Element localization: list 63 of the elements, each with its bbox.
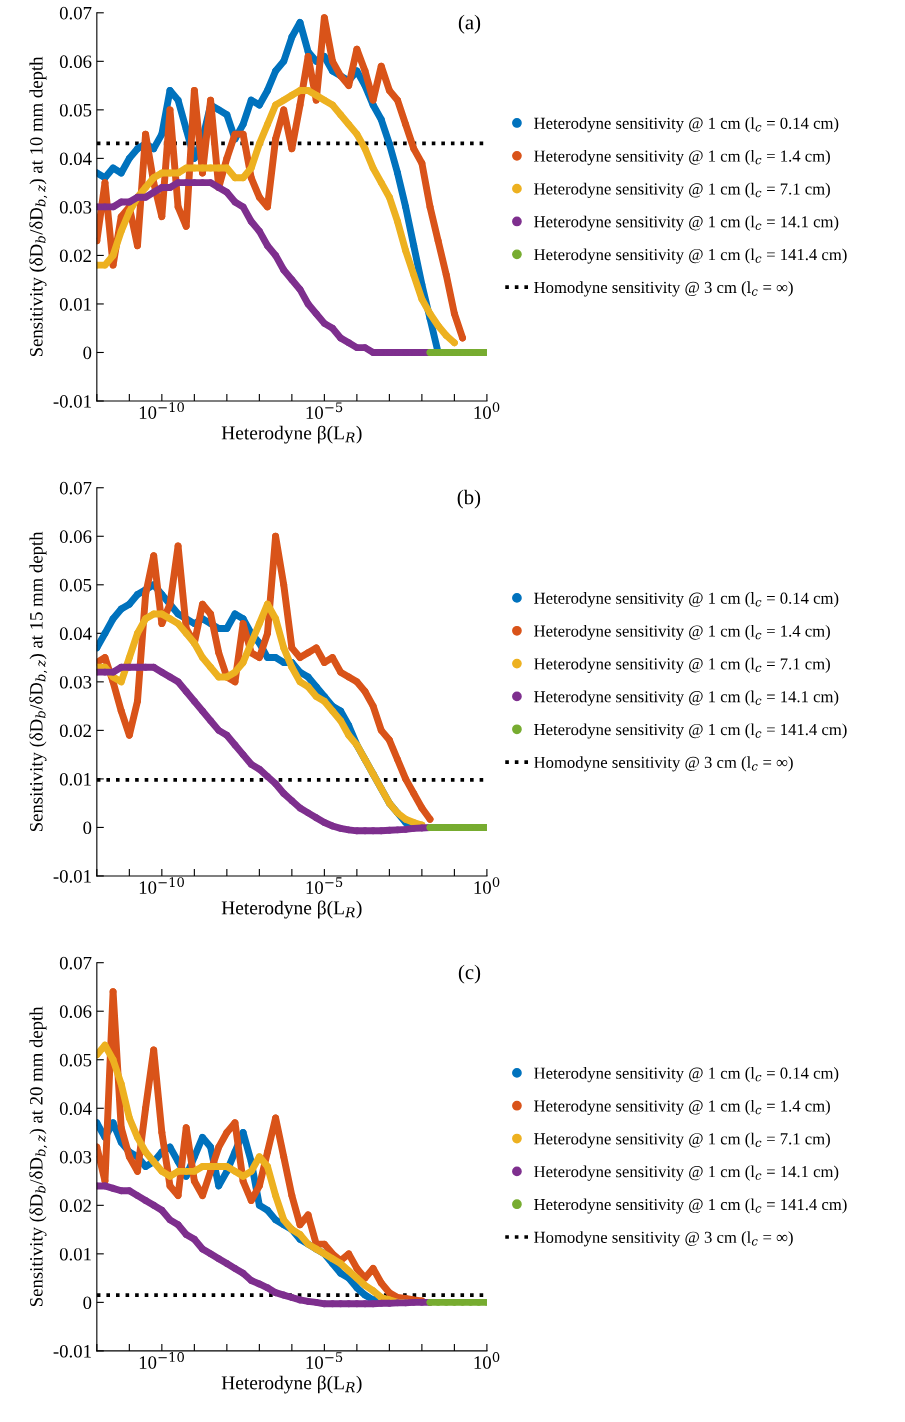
x-tick-label: 10$^{−5}$ (306, 402, 343, 419)
y-tick-label: 0.01 (59, 1247, 91, 1261)
legend-label: Heterodyne sensitivity @ 1 cm (l$_{c}$ = 14.1 cm) (534, 1165, 839, 1181)
y-axis-title: Sensitivity (δD$_{b}$/δD$_{b,z}$) at 20 mm depth (29, 1006, 48, 1307)
legend-label: Heterodyne sensitivity @ 1 cm (l$_{c}$ = 0.14 cm) (534, 592, 839, 608)
legend-label: Homodyne sensitivity @ 3 cm (l$_{c}$ = ∞) (534, 1231, 793, 1247)
y-tick-label: 0.06 (59, 1005, 92, 1018)
y-tick-label: 0.04 (59, 152, 92, 166)
legend-label: Heterodyne sensitivity @ 1 cm (l$_{c}$ = 141.4 cm) (534, 1198, 847, 1214)
legend-label: Heterodyne sensitivity @ 1 cm (l$_{c}$ = 7.1 cm) (534, 657, 830, 673)
legend-label: Heterodyne sensitivity @ 1 cm (l$_{c}$ = 14.1 cm) (534, 690, 839, 706)
legend-label: Homodyne sensitivity @ 3 cm (l$_{c}$ = ∞) (534, 281, 793, 297)
annotation: (a) (458, 14, 481, 34)
legend-label: Heterodyne sensitivity @ 1 cm (l$_{c}$ = 1.4 cm) (534, 624, 830, 641)
y-tick-label: 0.04 (59, 1102, 92, 1116)
x-tick-label: 10$^{−10}$ (139, 1352, 184, 1369)
y-tick-label: 0.02 (59, 249, 91, 263)
y-tick-label: 0 (83, 346, 92, 360)
legend-label: Heterodyne sensitivity @ 1 cm (l$_{c}$ = 0.14 cm) (534, 117, 839, 133)
y-tick-label: -0.01 (53, 395, 91, 408)
x-axis-title: Heterodyne β(L$_{R}$) (221, 425, 362, 444)
y-tick-label: 0.05 (59, 103, 92, 117)
y-tick-label: 0.04 (59, 627, 92, 641)
x-tick-label: 10$^{0}$ (474, 1352, 500, 1369)
x-axis-title: Heterodyne β(L$_{R}$) (221, 1375, 362, 1394)
x-tick-label: 10$^{−10}$ (139, 402, 184, 419)
y-tick-label: 0.01 (59, 772, 91, 786)
legend-label: Heterodyne sensitivity @ 1 cm (l$_{c}$ = 141.4 cm) (534, 723, 847, 739)
y-tick-label: 0.07 (59, 6, 92, 20)
y-tick-label: 0.02 (59, 1199, 91, 1213)
legend-label: Heterodyne sensitivity @ 1 cm (l$_{c}$ = 14.1 cm) (534, 215, 839, 231)
legend-label: Homodyne sensitivity @ 3 cm (l$_{c}$ = ∞) (534, 756, 793, 772)
y-tick-label: 0.05 (59, 578, 92, 592)
x-tick-label: 10$^{−10}$ (139, 877, 184, 894)
y-tick-label: 0.03 (59, 675, 92, 689)
legend-label: Heterodyne sensitivity @ 1 cm (l$_{c}$ = 141.4 cm) (534, 248, 847, 264)
y-tick-label: 0.06 (59, 530, 92, 544)
y-tick-label: 0.01 (59, 297, 91, 311)
y-axis-title: Sensitivity (δD$_{b}$/δD$_{b,z}$) at 10 mm depth (29, 56, 48, 357)
annotation: (b) (457, 489, 481, 509)
legend-label: Heterodyne sensitivity @ 1 cm (l$_{c}$ = 1.4 cm) (534, 149, 830, 166)
annotation: (c) (458, 964, 481, 984)
x-tick-label: 10$^{0}$ (474, 402, 500, 419)
y-axis-title: Sensitivity (δD$_{b}$/δD$_{b,z}$) at 15 mm depth (29, 531, 48, 832)
y-tick-label: 0.07 (59, 481, 92, 495)
legend-label: Heterodyne sensitivity @ 1 cm (l$_{c}$ = 0.14 cm) (534, 1067, 839, 1083)
y-tick-label: 0.06 (59, 55, 92, 69)
y-tick-label: 0 (83, 1296, 92, 1310)
y-tick-label: 0.03 (59, 1150, 92, 1164)
y-tick-label: 0 (83, 821, 92, 835)
y-tick-label: 0.02 (59, 724, 91, 738)
y-tick-label: -0.01 (53, 1344, 91, 1358)
y-tick-label: -0.01 (53, 869, 91, 883)
x-tick-label: 10$^{−5}$ (306, 877, 343, 894)
x-tick-label: 10$^{0}$ (474, 877, 500, 894)
legend-label: Heterodyne sensitivity @ 1 cm (l$_{c}$ = 7.1 cm) (534, 182, 830, 198)
y-tick-label: 0.03 (59, 200, 92, 214)
legend-label: Heterodyne sensitivity @ 1 cm (l$_{c}$ = 1.4 cm) (534, 1099, 830, 1116)
x-tick-label: 10$^{−5}$ (306, 1352, 343, 1369)
y-tick-label: 0.05 (59, 1053, 92, 1067)
y-tick-label: 0.07 (59, 956, 92, 970)
x-axis-title: Heterodyne β(L$_{R}$) (221, 900, 362, 919)
legend-label: Heterodyne sensitivity @ 1 cm (l$_{c}$ = 7.1 cm) (534, 1132, 830, 1148)
